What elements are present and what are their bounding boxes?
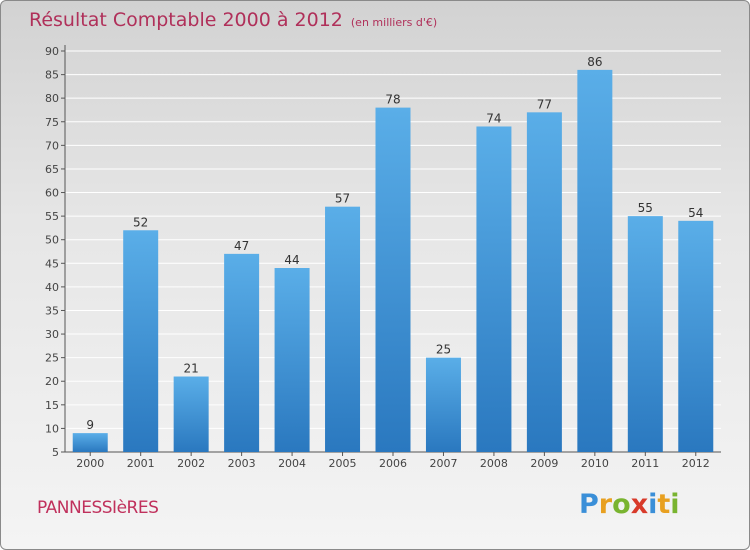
bar: [476, 126, 512, 452]
data-label: 57: [335, 192, 350, 206]
y-tick-label: 65: [45, 163, 59, 176]
bar: [375, 107, 411, 453]
chart-title-text: Résultat Comptable 2000 à 2012: [29, 9, 343, 31]
y-tick-label: 40: [45, 281, 59, 294]
bars: [72, 69, 714, 453]
y-tick-label: 35: [45, 304, 59, 317]
logo-letter: t: [657, 489, 671, 520]
y-tick-label: 10: [45, 422, 59, 435]
bar: [173, 376, 209, 452]
data-label: 44: [284, 253, 299, 267]
data-label: 74: [486, 111, 501, 125]
y-tick-label: 20: [45, 375, 59, 388]
x-tick-label: 2012: [682, 457, 710, 470]
proxiti-logo: Proxiti: [579, 489, 680, 520]
x-tick-label: 2008: [480, 457, 508, 470]
logo-letter: x: [630, 489, 649, 520]
data-label: 78: [385, 93, 400, 107]
y-tick-label: 85: [45, 69, 59, 82]
bar: [274, 268, 310, 452]
chart-title: Résultat Comptable 2000 à 2012 (en millie…: [29, 9, 437, 31]
x-tick-label: 2002: [177, 457, 205, 470]
y-tick-label: 5: [52, 446, 59, 459]
data-label: 21: [184, 362, 199, 376]
x-tick-label: 2007: [429, 457, 457, 470]
y-tick-label: 80: [45, 92, 59, 105]
labels: 5 10 15 20 25 30 35 40 45 50 55 60 65 70 75 80 85 90 9 2000…: [45, 45, 710, 470]
x-tick-label: 2011: [631, 457, 659, 470]
bar: [224, 253, 260, 452]
y-tick-label: 60: [45, 187, 59, 200]
commune-name: PANNESSIèRES: [37, 498, 159, 518]
data-label: 54: [688, 206, 703, 220]
bar: [325, 206, 361, 452]
y-tick-label: 55: [45, 210, 59, 223]
data-label: 86: [587, 55, 602, 69]
logo-letter: r: [598, 489, 613, 520]
y-tick-label: 45: [45, 257, 59, 270]
x-tick-label: 2001: [127, 457, 155, 470]
data-label: 9: [86, 418, 94, 432]
x-tick-label: 2003: [228, 457, 256, 470]
x-tick-label: 2004: [278, 457, 306, 470]
y-tick-label: 50: [45, 234, 59, 247]
chart-subtitle: (en milliers d'€): [350, 16, 438, 29]
data-label: 52: [133, 215, 148, 229]
logo-letter: i: [670, 489, 680, 520]
data-label: 77: [537, 97, 552, 111]
bar: [72, 433, 108, 452]
bar: [678, 220, 714, 452]
x-tick-label: 2000: [76, 457, 104, 470]
logo-letter: i: [648, 489, 658, 520]
y-tick-label: 30: [45, 328, 59, 341]
x-tick-label: 2009: [530, 457, 558, 470]
bar: [425, 357, 461, 452]
bar: [577, 69, 613, 452]
data-label: 55: [638, 201, 653, 215]
data-label: 47: [234, 239, 249, 253]
y-tick-label: 75: [45, 116, 59, 129]
y-tick-label: 70: [45, 139, 59, 152]
bar: [627, 216, 663, 452]
logo-letter: o: [612, 489, 631, 520]
x-tick-label: 2006: [379, 457, 407, 470]
data-label: 25: [436, 343, 451, 357]
y-tick-label: 15: [45, 399, 59, 412]
x-tick-label: 2005: [329, 457, 357, 470]
logo-letter: P: [579, 489, 599, 520]
bar: [123, 230, 159, 452]
x-tick-label: 2010: [581, 457, 609, 470]
y-tick-label: 25: [45, 352, 59, 365]
bar: [526, 112, 562, 453]
y-tick-label: 90: [45, 45, 59, 58]
